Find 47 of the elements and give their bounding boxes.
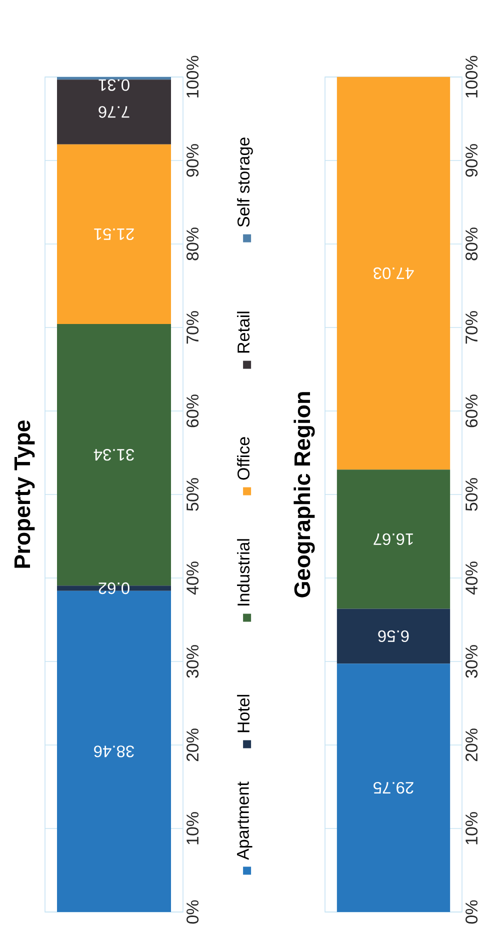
y-tick-label: 0% <box>186 900 199 924</box>
text: Industrial <box>237 539 250 606</box>
text: Geographic Region <box>294 392 315 598</box>
data-label: 0.31 <box>98 79 130 91</box>
y-tick-label: 100% <box>466 56 478 98</box>
text: Apartment <box>237 782 252 860</box>
y-tick-label: 40% <box>466 562 478 595</box>
text: Property Type <box>14 420 35 568</box>
text: Self storage <box>237 138 253 227</box>
y-tick-label: 10% <box>466 812 478 844</box>
text: Retail <box>237 312 250 353</box>
bar <box>336 664 450 912</box>
bar <box>57 80 171 144</box>
y-tick-label: 40% <box>186 562 199 595</box>
y-tick-label: 80% <box>466 228 478 260</box>
data-label: 47.03 <box>374 267 414 280</box>
text: Hotel <box>237 694 250 732</box>
y-tick-label: 30% <box>466 645 478 678</box>
y-tick-label: 0% <box>466 900 478 924</box>
data-label: 6.56 <box>378 630 409 642</box>
data-label: 16.67 <box>374 533 413 546</box>
y-tick-label: 30% <box>186 645 199 678</box>
y-tick-label: 60% <box>466 394 478 428</box>
bar <box>336 470 450 609</box>
y-tick-label: 50% <box>186 478 199 511</box>
y-tick-label: 80% <box>186 228 199 260</box>
y-tick-label: 100% <box>186 56 199 98</box>
data-label: 0.62 <box>98 582 130 594</box>
data-label: 29.75 <box>374 782 414 794</box>
y-tick-label: 20% <box>466 728 478 762</box>
bar <box>57 76 171 80</box>
bar <box>336 608 450 664</box>
text: Office <box>237 437 250 480</box>
y-tick-label: 90% <box>466 144 478 177</box>
data-label: 31.34 <box>94 448 134 461</box>
y-tick-label: 10% <box>186 812 199 844</box>
data-label: 21.51 <box>94 228 134 240</box>
data-label: 7.76 <box>98 106 130 118</box>
y-tick-label: 90% <box>186 144 199 177</box>
y-tick-label: 60% <box>186 394 199 428</box>
y-tick-label: 70% <box>186 311 199 344</box>
bar <box>57 144 171 324</box>
y-tick-label: 20% <box>186 728 199 762</box>
y-tick-label: 70% <box>466 311 478 344</box>
y-tick-label: 50% <box>466 478 478 511</box>
data-label: 38.46 <box>94 746 134 758</box>
bar <box>336 76 450 470</box>
